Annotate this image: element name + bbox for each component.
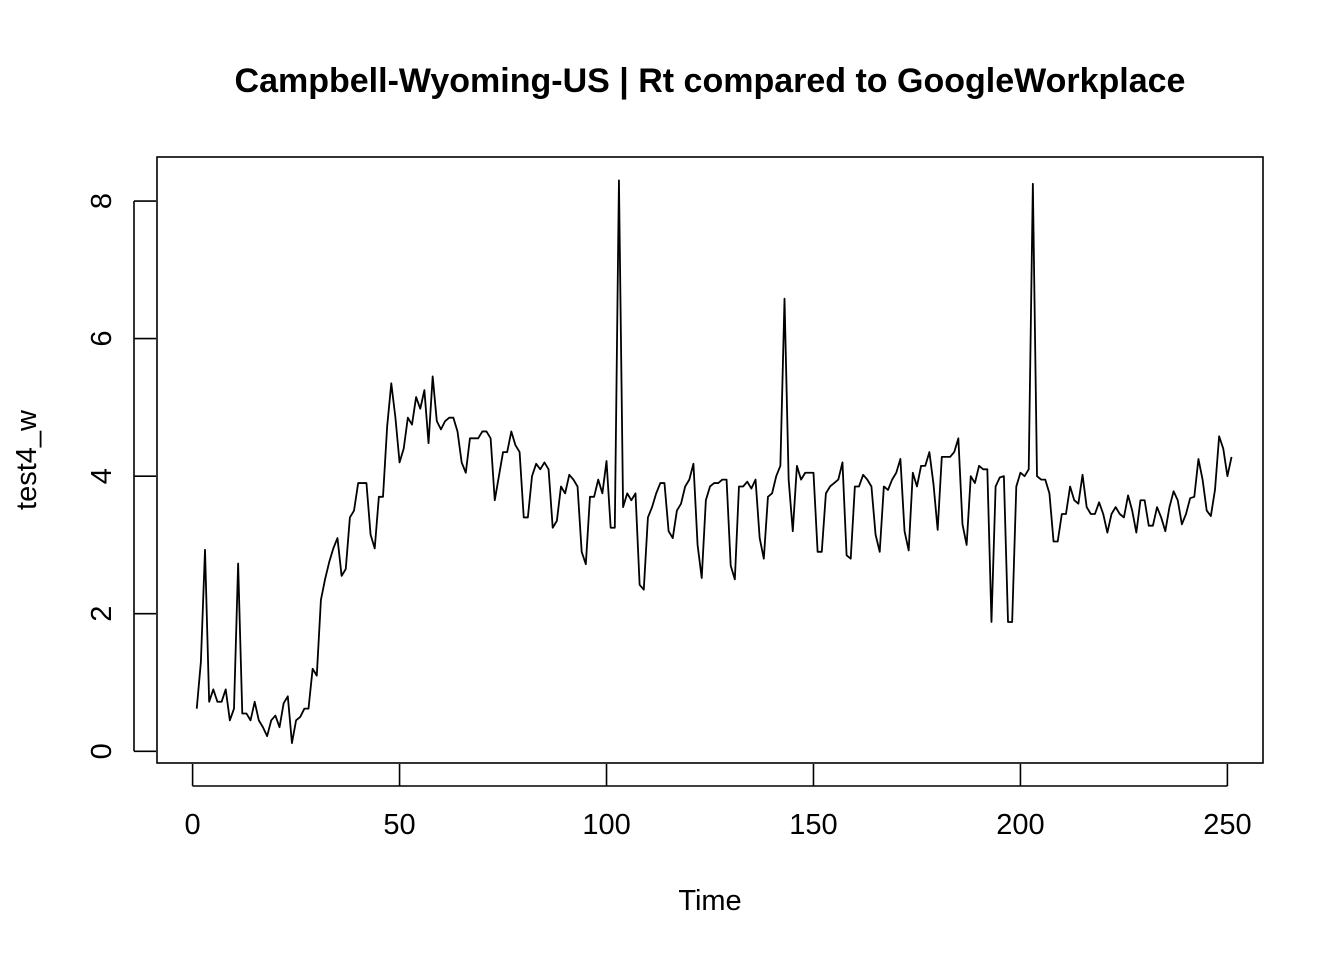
x-tick-label: 250 xyxy=(1203,809,1251,841)
x-axis: 0 50 100 150 200 250 xyxy=(185,764,1252,841)
y-axis-label: test4_w xyxy=(11,409,43,510)
x-tick-label: 100 xyxy=(582,809,630,841)
y-tick-label: 8 xyxy=(86,193,118,209)
x-tick-label: 200 xyxy=(996,809,1044,841)
x-axis-label: Time xyxy=(678,885,741,917)
plot-frame xyxy=(156,156,1264,764)
series-line-test4-w xyxy=(195,179,1233,744)
y-tick-label: 2 xyxy=(86,606,118,622)
y-tick-label: 6 xyxy=(86,331,118,347)
y-axis: 0 2 4 6 8 xyxy=(86,193,156,759)
y-tick-label: 0 xyxy=(86,743,118,759)
x-tick-label: 150 xyxy=(789,809,837,841)
y-tick-label: 4 xyxy=(86,468,118,484)
chart-title: Campbell-Wyoming-US | Rt compared to Goo… xyxy=(235,62,1186,100)
x-tick-label: 0 xyxy=(185,809,201,841)
x-tick-label: 50 xyxy=(383,809,415,841)
